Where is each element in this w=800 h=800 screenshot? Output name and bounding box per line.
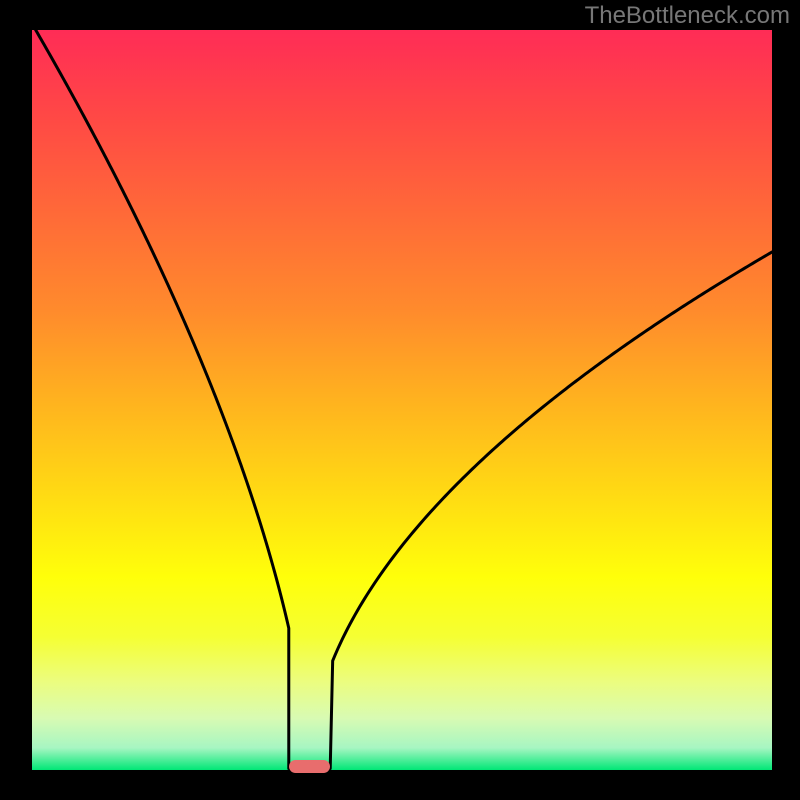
watermark-text: TheBottleneck.com: [585, 2, 790, 30]
plot-background: [32, 30, 772, 770]
optimum-marker: [289, 760, 330, 773]
chart-container: TheBottleneck.com: [0, 0, 800, 800]
chart-svg: [0, 0, 800, 800]
